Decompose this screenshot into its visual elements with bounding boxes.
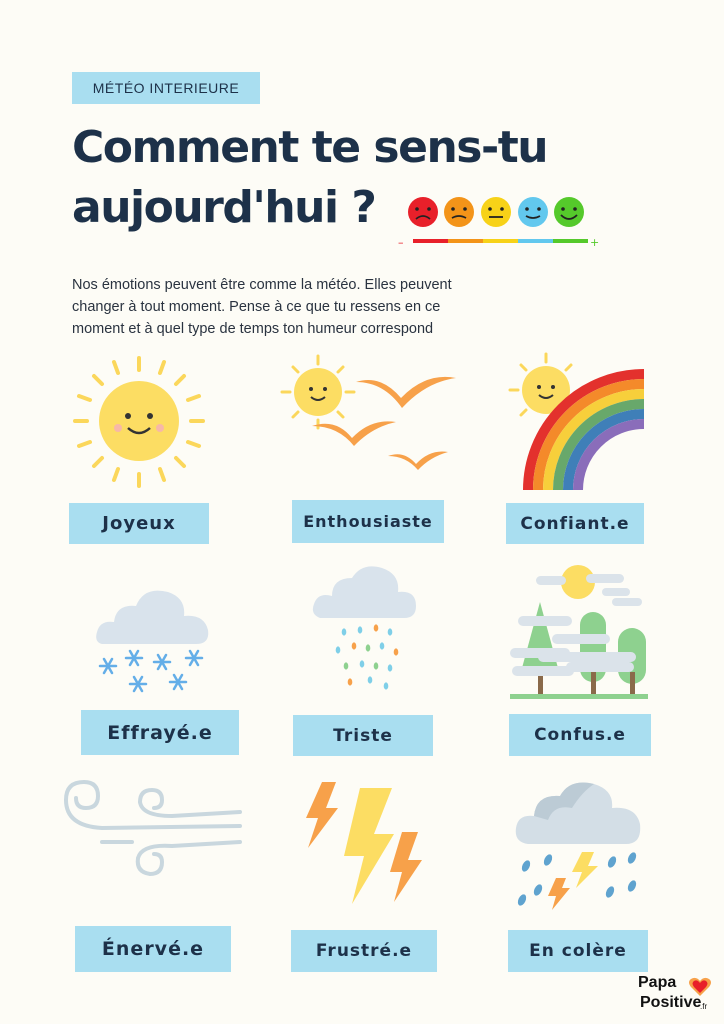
fog-forest-icon [510,565,648,699]
sun-birds-icon [280,354,456,470]
mood-scale: – + [398,197,599,249]
unhappy-face-icon [444,197,474,227]
heart-icon [689,977,711,996]
page-title-line-2: aujourd'hui ? [72,182,377,233]
rain-cloud-icon [312,566,416,690]
sun-icon [73,356,205,488]
sad-face-icon [408,197,438,227]
snow-cloud-icon [96,590,209,693]
brand-logo: Papa Positive .fr [638,974,718,1018]
mood-label-effraye: Effrayé.e [81,710,239,755]
brand-line-1: Papa [638,974,677,991]
mood-label-confiant: Confiant.e [506,503,644,544]
mood-label-frustre: Frustré.e [291,930,437,972]
scale-minus-label: – [398,236,404,249]
wind-icon [64,779,242,877]
intro-text: Nos émotions peuvent être comme la météo… [72,277,452,337]
mood-scale-bar [413,239,588,243]
scale-plus-label: + [590,236,599,249]
mood-label-enthousiaste: Enthousiaste [292,500,444,543]
sun-rainbow-icon [508,352,645,491]
mood-label-enerve: Énervé.e [75,926,231,972]
mood-label-joyeux: Joyeux [69,503,209,544]
page-title: Comment te sens-tu aujourd'hui ? [72,118,549,238]
neutral-face-icon [481,197,511,227]
mood-label-en-colere: En colère [508,930,648,972]
brand-line-2: Positive [640,994,702,1011]
section-tag: MÉTÉO INTERIEURE [72,72,260,104]
content-face-icon [518,197,548,227]
mood-label-confus: Confus.e [509,714,651,756]
mood-label-triste: Triste [293,715,433,756]
happy-face-icon [554,197,584,227]
page-title-line-1: Comment te sens-tu [72,122,549,173]
storm-cloud-icon [515,782,641,910]
brand-suffix: .fr [700,1002,708,1011]
lightning-icon [306,782,422,904]
